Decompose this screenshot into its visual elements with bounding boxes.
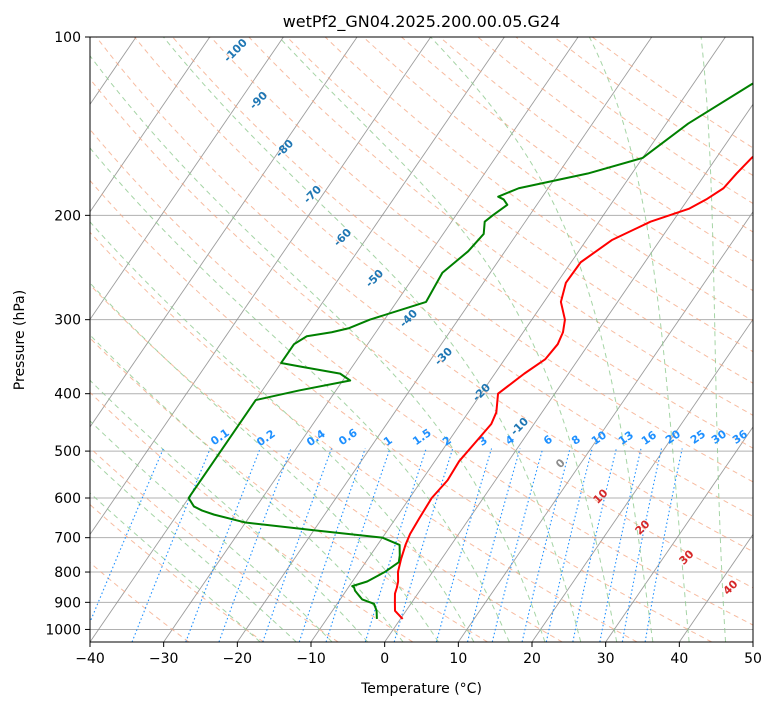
- mixing-ratio-line: [521, 448, 571, 642]
- mixing-ratio-line: [621, 448, 663, 642]
- moist-adiabat: [278, 37, 618, 642]
- x-tick-label: 10: [449, 651, 467, 667]
- plot-background: [90, 37, 753, 642]
- mixing-ratio-line: [185, 448, 261, 642]
- moist-adiabat: [90, 492, 261, 642]
- moist-adiabat: [163, 37, 582, 642]
- x-tick-label: 30: [597, 651, 615, 667]
- axes: −40 −30 −20 −10 0 10 20 30 40 50 100 200 300 400 500 60…: [45, 30, 762, 667]
- dry-adiabat: [90, 391, 414, 642]
- mixing-ratio-line: [572, 448, 617, 642]
- y-tick-label: 1000: [45, 622, 81, 638]
- mixing-ratio-line: [262, 448, 333, 642]
- dry-adiabat: [95, 37, 753, 553]
- y-tick-label: 300: [54, 313, 81, 329]
- mixing-ratio-line: [466, 448, 521, 642]
- isotherm-line: [531, 318, 753, 642]
- isotherm-line: [457, 211, 753, 642]
- isotherm-line: [90, 37, 505, 642]
- x-tick-label: −30: [149, 651, 179, 667]
- x-tick-label: 20: [523, 651, 541, 667]
- x-tick-label: 40: [670, 651, 688, 667]
- x-tick-label: 0: [380, 651, 389, 667]
- plot-area: 0.1 0.2 0.4 0.6 1 1.5 2 3 4 6 8 10 13 16 20 25 30 36-100-…: [90, 37, 753, 642]
- moist-adiabat: [90, 221, 475, 642]
- mixing-ratio-line: [644, 448, 683, 642]
- isotherm-line: [90, 37, 432, 536]
- dry-adiabat: [248, 37, 753, 416]
- mixing-ratio-line: [325, 448, 391, 642]
- isotherm-line: [605, 426, 753, 642]
- moist-adiabat: [700, 37, 727, 642]
- isotherm-line: [163, 37, 579, 642]
- isotherm-line: [678, 533, 753, 642]
- temperature-profile: [393, 155, 753, 620]
- mixing-ratio-line: [218, 448, 292, 642]
- moist-adiabat: [588, 37, 690, 642]
- dry-adiabat: [210, 37, 753, 449]
- dewpoint-profile: [187, 82, 753, 619]
- y-tick-label: 100: [54, 30, 81, 46]
- isotherm-line: [236, 37, 653, 642]
- y-tick-label: 200: [54, 208, 81, 224]
- moist-adiabat: [90, 54, 546, 642]
- mixing-ratio-line: [545, 448, 593, 642]
- isotherm-line: [90, 37, 358, 428]
- mixing-ratio-line: [298, 448, 366, 642]
- dry-adiabat: [90, 179, 712, 642]
- y-tick-label: 600: [54, 491, 81, 507]
- moist-adiabat: [90, 379, 369, 642]
- x-tick-label: −20: [223, 651, 253, 667]
- dry-adiabat: [90, 284, 563, 642]
- y-tick-label: 900: [54, 595, 81, 611]
- mixing-ratio-line: [491, 448, 544, 642]
- isotherm-line: [90, 37, 284, 321]
- isotherm-line: [384, 103, 753, 642]
- mixing-ratio-line: [364, 448, 427, 642]
- x-tick-label: −10: [296, 651, 326, 667]
- dry-adiabat: [90, 128, 753, 626]
- y-tick-label: 700: [54, 531, 81, 547]
- isotherm-line: [90, 37, 211, 213]
- plot-frame: [89, 36, 754, 643]
- mixing-ratio-line: [599, 448, 642, 642]
- y-tick-label: 400: [54, 387, 81, 403]
- dry-adiabat: [134, 37, 753, 517]
- x-axis-title: Temperature (°C): [360, 681, 482, 697]
- dry-adiabat: [401, 37, 753, 292]
- x-tick-label: 50: [744, 651, 762, 667]
- moist-adiabat: [90, 147, 510, 642]
- dry-adiabat: [324, 37, 753, 353]
- dry-adiabat: [90, 231, 638, 642]
- y-tick-label: 500: [54, 444, 81, 460]
- mixing-ratio-line: [435, 448, 493, 642]
- y-tick-label: 800: [54, 565, 81, 581]
- dry-adiabat: [90, 78, 753, 589]
- chart-title: wetPf2_GN04.2025.200.00.05.G24: [283, 12, 561, 32]
- y-axis-title: Pressure (hPa): [12, 290, 28, 390]
- moist-adiabat: [90, 334, 404, 642]
- x-tick-label: −40: [75, 651, 105, 667]
- moist-adiabat: [430, 37, 654, 642]
